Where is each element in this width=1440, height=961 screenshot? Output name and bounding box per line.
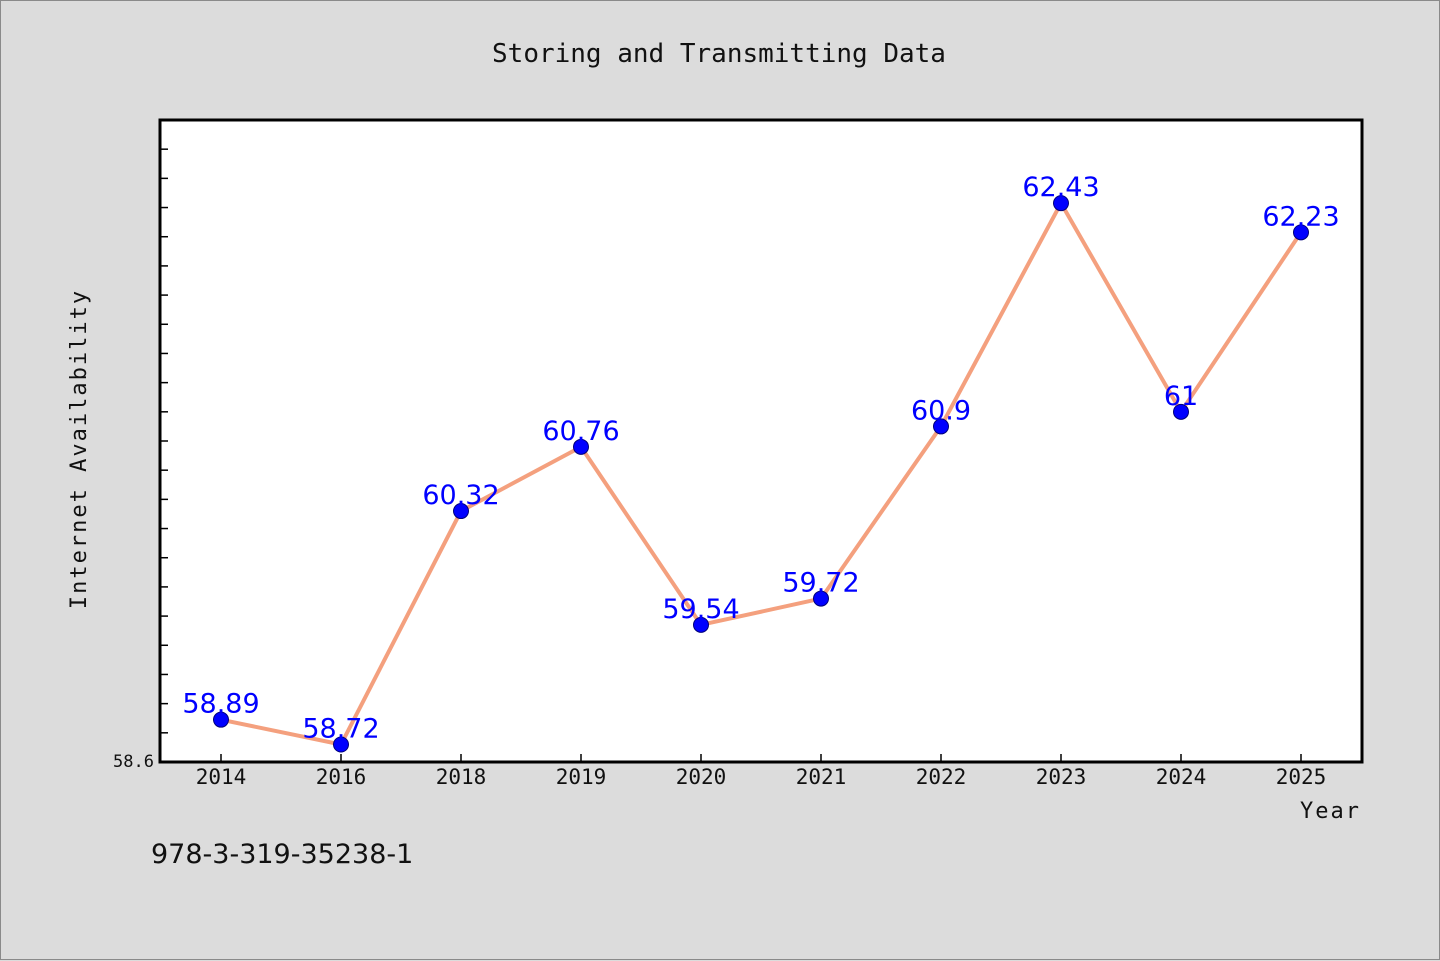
y-axis-min-label: 58.6: [113, 752, 154, 772]
data-label: 58.89: [182, 689, 259, 720]
x-axis-ticks: [220, 754, 1302, 762]
data-label: 60.9: [911, 395, 971, 426]
data-label-layer: 58.89 58.72 60.32 60.76 59.54 59.72 60.9 62.43 6…: [182, 172, 1339, 744]
y-axis-label: Internet Availability: [67, 289, 92, 609]
series-line: [220, 201, 1303, 747]
data-point: [693, 616, 709, 633]
data-label: 61: [1164, 381, 1198, 412]
data-point: [1173, 403, 1189, 420]
chart-title: Storing and Transmitting Data: [492, 39, 946, 69]
x-tick-label: 2022: [916, 765, 967, 789]
x-tick-label: 2019: [556, 765, 607, 789]
data-label: 59.72: [782, 568, 859, 599]
x-axis-label: Year: [1300, 799, 1361, 824]
data-label: 62.43: [1022, 172, 1099, 203]
data-point: [213, 711, 229, 728]
series-layer: [220, 201, 1303, 747]
x-tick-label: 2021: [796, 765, 847, 789]
x-tick-label: 2018: [436, 765, 487, 789]
x-tick-label: 2016: [316, 765, 367, 789]
data-label: 62.23: [1262, 201, 1339, 232]
data-point: [1293, 224, 1309, 241]
data-label: 59.54: [662, 594, 739, 625]
data-point: [333, 736, 349, 753]
data-point: [453, 503, 469, 520]
x-tick-label: 2023: [1036, 765, 1087, 789]
x-tick-label: 2024: [1156, 765, 1207, 789]
y-axis-ticks: [160, 148, 168, 734]
data-label: 58.72: [302, 713, 379, 744]
data-point: [1053, 195, 1069, 212]
plot-area: [158, 118, 1364, 764]
data-label: 60.32: [422, 480, 499, 511]
x-axis-tick-labels: 2014 2016 2018 2019 2020 2021 2022 2023 2024 2025: [196, 765, 1327, 789]
marker-layer: [213, 195, 1309, 753]
x-tick-label: 2014: [196, 765, 247, 789]
x-tick-label: 2025: [1276, 765, 1327, 789]
data-point: [933, 418, 949, 435]
x-tick-label: 2020: [676, 765, 727, 789]
data-point: [573, 438, 589, 455]
data-point: [813, 590, 829, 607]
data-label: 60.76: [542, 416, 619, 447]
footer-isbn: 978-3-319-35238-1: [151, 839, 413, 870]
